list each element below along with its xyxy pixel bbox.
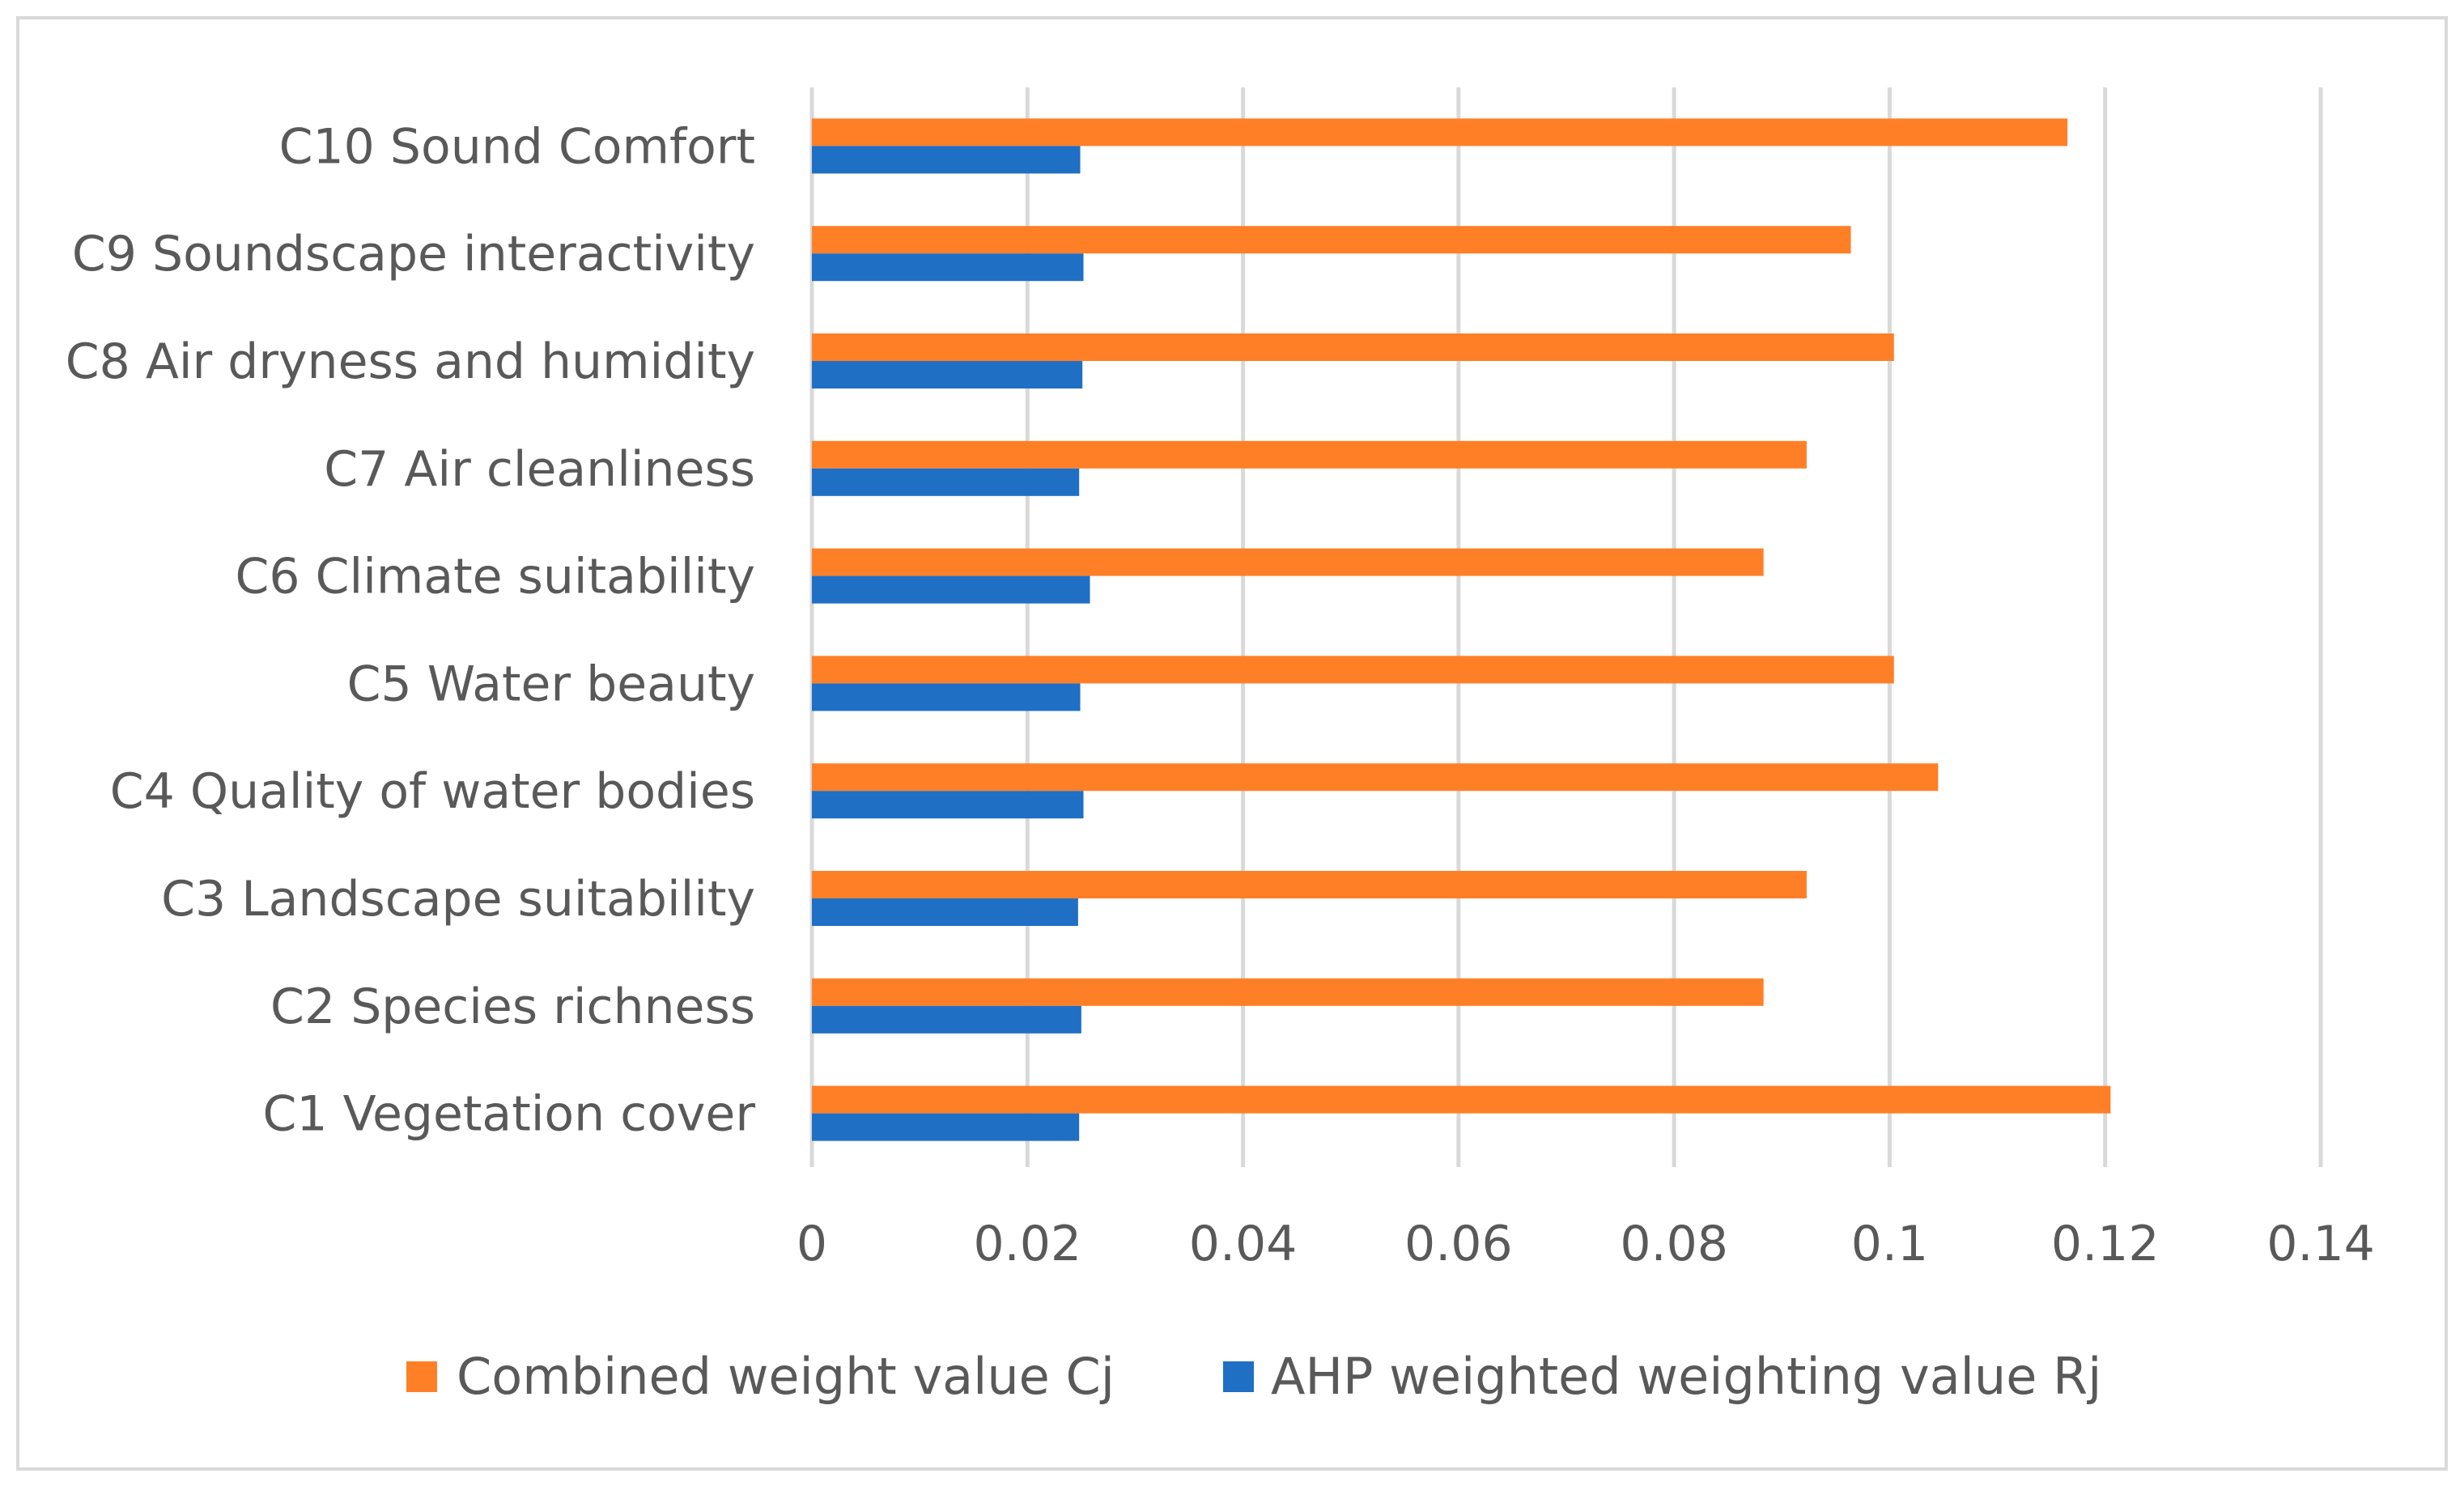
x-tick-label: 0.08 (1620, 1216, 1728, 1272)
ahp-weight-bar (812, 575, 1090, 604)
category-label: C1 Vegetation cover (262, 1086, 755, 1143)
category-label: C8 Air dryness and humidity (66, 333, 755, 390)
ahp-weight-bar (812, 1005, 1081, 1034)
x-tick-label: 0.04 (1189, 1216, 1298, 1272)
category-label: C3 Landscape suitability (161, 871, 755, 928)
category-label: C6 Climate suitability (236, 549, 755, 605)
ahp-weight-bar (812, 898, 1078, 926)
ahp-weight-bar (812, 361, 1083, 388)
chart-frame: C1 Vegetation cover C2 Species richness C3… (16, 16, 2448, 1471)
legend-swatch-combined (406, 1361, 437, 1392)
x-tick-label: 0.12 (2051, 1216, 2160, 1272)
combined-weight-bar (812, 440, 1807, 469)
category-label: C2 Species richness (270, 979, 755, 1035)
category-label: C7 Air cleanliness (324, 441, 755, 498)
combined-weight-bar (812, 333, 1894, 361)
legend-swatch-ahp (1223, 1361, 1254, 1392)
category-label: C10 Sound Comfort (279, 118, 755, 175)
ahp-weight-bar (812, 791, 1084, 819)
legend-label-combined: Combined weight value Cj (457, 1347, 1115, 1406)
combined-weight-bar (812, 226, 1851, 254)
bars-layer (812, 118, 2111, 1141)
x-tick-label: 0.14 (2266, 1216, 2375, 1272)
ahp-weight-bar (812, 468, 1080, 496)
x-axis-tick-labels: 0 0.02 0.04 0.06 0.08 0.1 0.12 0.14 (797, 1216, 2375, 1272)
x-tick-label: 0.06 (1404, 1216, 1513, 1272)
x-tick-label: 0 (797, 1216, 827, 1272)
ahp-weight-bar (812, 1113, 1080, 1141)
combined-weight-bar (812, 1085, 2111, 1114)
category-label: C9 Soundscape interactivity (72, 226, 755, 282)
combined-weight-bar (812, 871, 1807, 898)
x-tick-label: 0.02 (973, 1216, 1081, 1272)
legend-label-ahp: AHP weighted weighting value Rj (1271, 1347, 2101, 1406)
category-label: C5 Water beauty (347, 656, 755, 712)
ahp-weight-bar (812, 146, 1081, 174)
combined-weight-bar (812, 656, 1894, 684)
ahp-weight-bar (812, 683, 1081, 711)
category-label: C4 Quality of water bodies (110, 763, 755, 820)
x-tick-label: 0.1 (1851, 1216, 1928, 1272)
category-labels: C1 Vegetation cover C2 Species richness C3… (66, 118, 756, 1142)
legend: Combined weight value Cj AHP weighted wei… (406, 1347, 2101, 1406)
bar-chart: C1 Vegetation cover C2 Species richness C3… (66, 87, 2375, 1406)
combined-weight-bar (812, 548, 1764, 576)
combined-weight-bar (812, 118, 2068, 146)
combined-weight-bar (812, 978, 1764, 1006)
ahp-weight-bar (812, 253, 1084, 282)
combined-weight-bar (812, 763, 1939, 792)
